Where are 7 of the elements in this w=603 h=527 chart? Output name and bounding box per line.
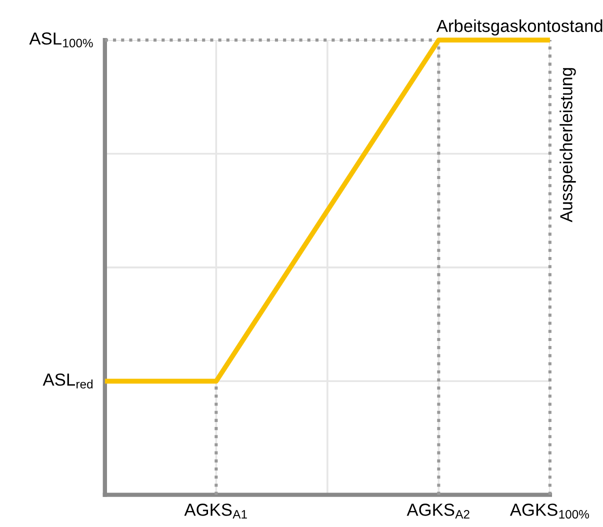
- y-axis-title: Ausspeicherleistung: [560, 68, 576, 222]
- x-tick-label: AGKS$_{100%}$: [510, 504, 589, 519]
- x-axis-title: Arbeitsgaskontostand: [436, 19, 602, 36]
- x-tick-label: AGKS$_{A2}$: [406, 504, 470, 518]
- text: ASL$_{red}$: [42, 373, 93, 388]
- x-tick-label: AGKS$_{A1}$: [184, 504, 247, 518]
- ref-line-label: ASL$_{100%}$: [29, 32, 93, 48]
